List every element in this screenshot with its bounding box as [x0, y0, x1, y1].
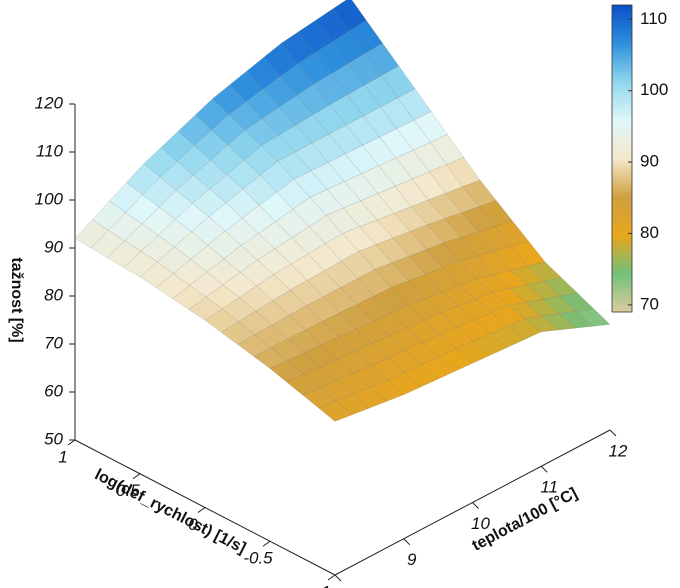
z-tick-label: 60	[44, 381, 63, 400]
x-tick	[403, 538, 411, 546]
y-tick-label: 1	[58, 447, 67, 466]
surface-patch	[222, 272, 257, 298]
surface-patch	[508, 302, 543, 319]
y-tick	[67, 439, 76, 446]
surface-patch	[576, 308, 611, 327]
z-axis-label: tažnost [%]	[8, 257, 25, 342]
colorbar-tick-label: 70	[640, 294, 659, 313]
surface-patch	[173, 231, 209, 260]
z-tick-label: 110	[36, 141, 64, 160]
y-tick	[197, 507, 206, 513]
surface-patch	[542, 295, 578, 314]
x-tick	[609, 429, 617, 437]
colorbar-tick-label: 80	[640, 223, 659, 242]
z-tick-label: 120	[35, 93, 64, 112]
surface-patch	[510, 265, 545, 286]
x-tick-label: 12	[609, 441, 628, 460]
surface-patch	[175, 174, 211, 204]
surface-patch	[225, 188, 260, 219]
surface-patch	[206, 258, 241, 286]
y-tick	[262, 540, 271, 547]
x-tick-label: 11	[540, 478, 558, 497]
surface-patch	[125, 194, 160, 225]
z-tick-label: 50	[44, 429, 63, 448]
surface-patch	[559, 292, 595, 312]
surface-patch	[176, 145, 212, 176]
surface-patch	[527, 261, 562, 282]
y-tick-label: -1	[315, 582, 330, 588]
z-tick-label: 70	[44, 333, 63, 352]
x-tick	[334, 574, 342, 582]
surface-patch	[211, 113, 246, 146]
x-tick-label: 8	[338, 586, 348, 588]
surface	[74, 0, 611, 422]
surface-patch	[157, 219, 192, 248]
surface-patch	[507, 318, 542, 341]
z-tick-label: 90	[44, 237, 63, 256]
surface-patch	[322, 312, 357, 338]
x-tick	[540, 465, 548, 473]
surface-patch	[194, 98, 230, 131]
surface-patch	[194, 129, 229, 161]
colorbar-tick-label: 110	[640, 9, 667, 28]
surface-patch	[558, 310, 594, 329]
surface-patch	[208, 202, 243, 232]
surface-patch	[158, 189, 193, 220]
surface-patch	[335, 393, 370, 416]
surface-patch	[524, 315, 560, 333]
y-tick-label: -0.5	[243, 549, 273, 568]
x-tick-label: 10	[471, 514, 490, 533]
surface-patch	[212, 84, 247, 115]
surface-patch	[492, 270, 528, 289]
x-tick-label: 9	[407, 550, 417, 569]
surface-patch	[155, 273, 191, 299]
y-tick	[132, 473, 141, 480]
surface-patch	[224, 217, 259, 246]
y-axis-label: log(def_rychlost) [1/s]	[92, 466, 249, 557]
surface-patch	[172, 285, 207, 310]
surface-patch	[124, 223, 159, 252]
surface-patch	[238, 310, 273, 336]
surface-patch	[107, 240, 142, 268]
surface-patch	[139, 261, 174, 289]
y-tick	[327, 574, 336, 581]
surface-patch	[227, 129, 262, 161]
surface-patch	[220, 321, 256, 345]
surface-patch	[188, 296, 223, 321]
x-tick	[472, 502, 479, 509]
z-tick-label: 100	[35, 189, 64, 208]
z-tick-label: 80	[44, 285, 63, 304]
surface-patch	[369, 380, 405, 402]
surface-patch	[226, 159, 261, 190]
colorbar-tick-label: 100	[640, 80, 668, 99]
surface-patch	[108, 212, 143, 242]
colorbar	[611, 4, 633, 313]
surface-patch	[525, 298, 560, 317]
surface-patch	[190, 244, 225, 273]
surface-patch	[318, 400, 353, 422]
colorbar-tick-label: 90	[640, 152, 659, 171]
surface-patch	[210, 144, 245, 175]
surface-patch	[541, 313, 577, 331]
surface-patch	[472, 333, 508, 356]
y-tick-label: 0.5	[116, 481, 140, 500]
surface-patch	[141, 206, 176, 236]
y-tick-label: 0	[188, 515, 198, 534]
